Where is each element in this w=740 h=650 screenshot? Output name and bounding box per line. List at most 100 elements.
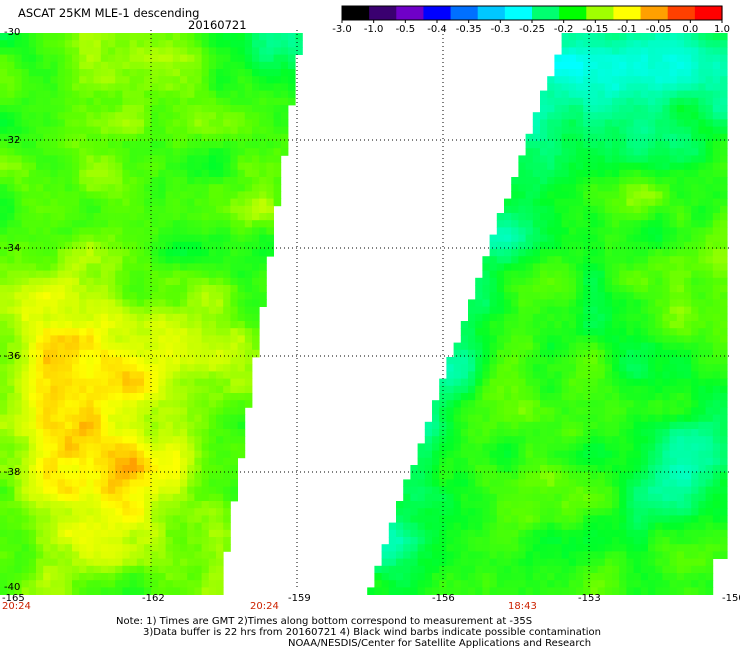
swath-cell	[720, 155, 728, 163]
swath-cell	[129, 169, 138, 178]
swath-cell	[720, 393, 728, 401]
swath-cell	[172, 522, 181, 531]
swath-cell	[194, 335, 202, 343]
swath-cell	[79, 54, 87, 63]
swath-cell	[590, 328, 598, 336]
swath-cell	[0, 335, 8, 343]
swath-cell	[705, 61, 714, 70]
swath-cell	[115, 177, 123, 185]
swath-cell	[547, 292, 555, 300]
swath-cell	[540, 450, 548, 459]
swath-cell	[230, 277, 238, 286]
swath-cell	[633, 33, 642, 41]
swath-cell	[655, 177, 663, 185]
swath-cell	[669, 169, 678, 178]
swath-cell	[259, 263, 267, 271]
swath-cell	[619, 385, 627, 394]
swath-cell	[129, 69, 138, 77]
swath-cell	[180, 105, 188, 113]
swath-cell	[72, 241, 80, 250]
swath-cell	[619, 335, 627, 343]
swath-cell	[72, 33, 80, 41]
swath-cell	[43, 465, 51, 473]
swath-cell	[583, 47, 591, 55]
swath-cell	[115, 76, 123, 84]
swath-cell	[475, 429, 483, 437]
swath-cell	[100, 119, 109, 127]
swath-cell	[86, 465, 94, 473]
swath-cell	[64, 191, 73, 199]
swath-cell	[576, 292, 584, 300]
swath-cell	[518, 249, 526, 257]
swath-cell	[698, 177, 706, 185]
swath-cell	[496, 292, 505, 300]
swath-cell	[172, 61, 181, 70]
swath-cell	[288, 33, 296, 41]
swath-cell	[180, 241, 188, 250]
swath-cell	[187, 436, 195, 444]
swath-cell	[223, 263, 231, 271]
swath-cell	[691, 285, 699, 293]
swath-cell	[669, 184, 678, 192]
swath-cell	[28, 119, 37, 127]
swath-cell	[705, 429, 714, 437]
swath-cell	[115, 414, 123, 423]
swath-cell	[158, 69, 166, 77]
swath-cell	[36, 191, 44, 199]
swath-cell	[223, 529, 231, 538]
swath-cell	[720, 313, 728, 322]
swath-cell	[705, 371, 714, 379]
swath-cell	[187, 234, 195, 243]
swath-cell	[237, 213, 246, 221]
swath-cell	[72, 112, 80, 120]
swath-cell	[115, 191, 123, 199]
swath-cell	[50, 385, 58, 394]
swath-cell	[115, 357, 123, 365]
swath-cell	[43, 155, 51, 163]
swath-cell	[540, 169, 548, 178]
swath-cell	[187, 313, 195, 322]
swath-cell	[194, 508, 202, 516]
swath-cell	[576, 184, 584, 192]
swath-cell	[187, 493, 195, 502]
swath-cell	[669, 162, 678, 171]
swath-cell	[525, 479, 534, 487]
swath-cell	[612, 299, 620, 307]
swath-cell	[0, 177, 8, 185]
swath-cell	[100, 357, 109, 365]
swath-cell	[129, 205, 138, 214]
swath-cell	[194, 457, 202, 466]
swath-cell	[554, 69, 562, 77]
swath-cell	[172, 97, 181, 106]
swath-cell	[468, 407, 476, 415]
swath-cell	[158, 83, 166, 91]
swath-cell	[518, 292, 526, 300]
swath-cell	[43, 126, 51, 135]
swath-cell	[597, 47, 606, 55]
swath-cell	[554, 191, 562, 199]
swath-cell	[489, 465, 498, 473]
swath-cell	[93, 205, 102, 214]
swath-cell	[201, 421, 210, 430]
swath-cell	[604, 465, 613, 473]
swath-cell	[554, 133, 562, 142]
swath-cell	[669, 61, 678, 70]
swath-cell	[504, 357, 512, 365]
swath-cell	[662, 40, 670, 48]
swath-cell	[93, 169, 102, 178]
swath-cell	[561, 328, 570, 336]
swath-cell	[194, 313, 202, 322]
swath-cell	[165, 83, 174, 91]
swath-cell	[201, 133, 210, 142]
swath-cell	[158, 364, 166, 372]
swath-cell	[482, 313, 490, 322]
swath-cell	[684, 407, 692, 415]
swath-cell	[194, 133, 202, 142]
swath-cell	[216, 148, 224, 156]
swath-cell	[100, 508, 109, 516]
swath-cell	[72, 155, 80, 163]
swath-cell	[417, 486, 426, 495]
swath-cell	[597, 234, 606, 243]
swath-cell	[684, 40, 692, 48]
swath-cell	[568, 61, 577, 70]
